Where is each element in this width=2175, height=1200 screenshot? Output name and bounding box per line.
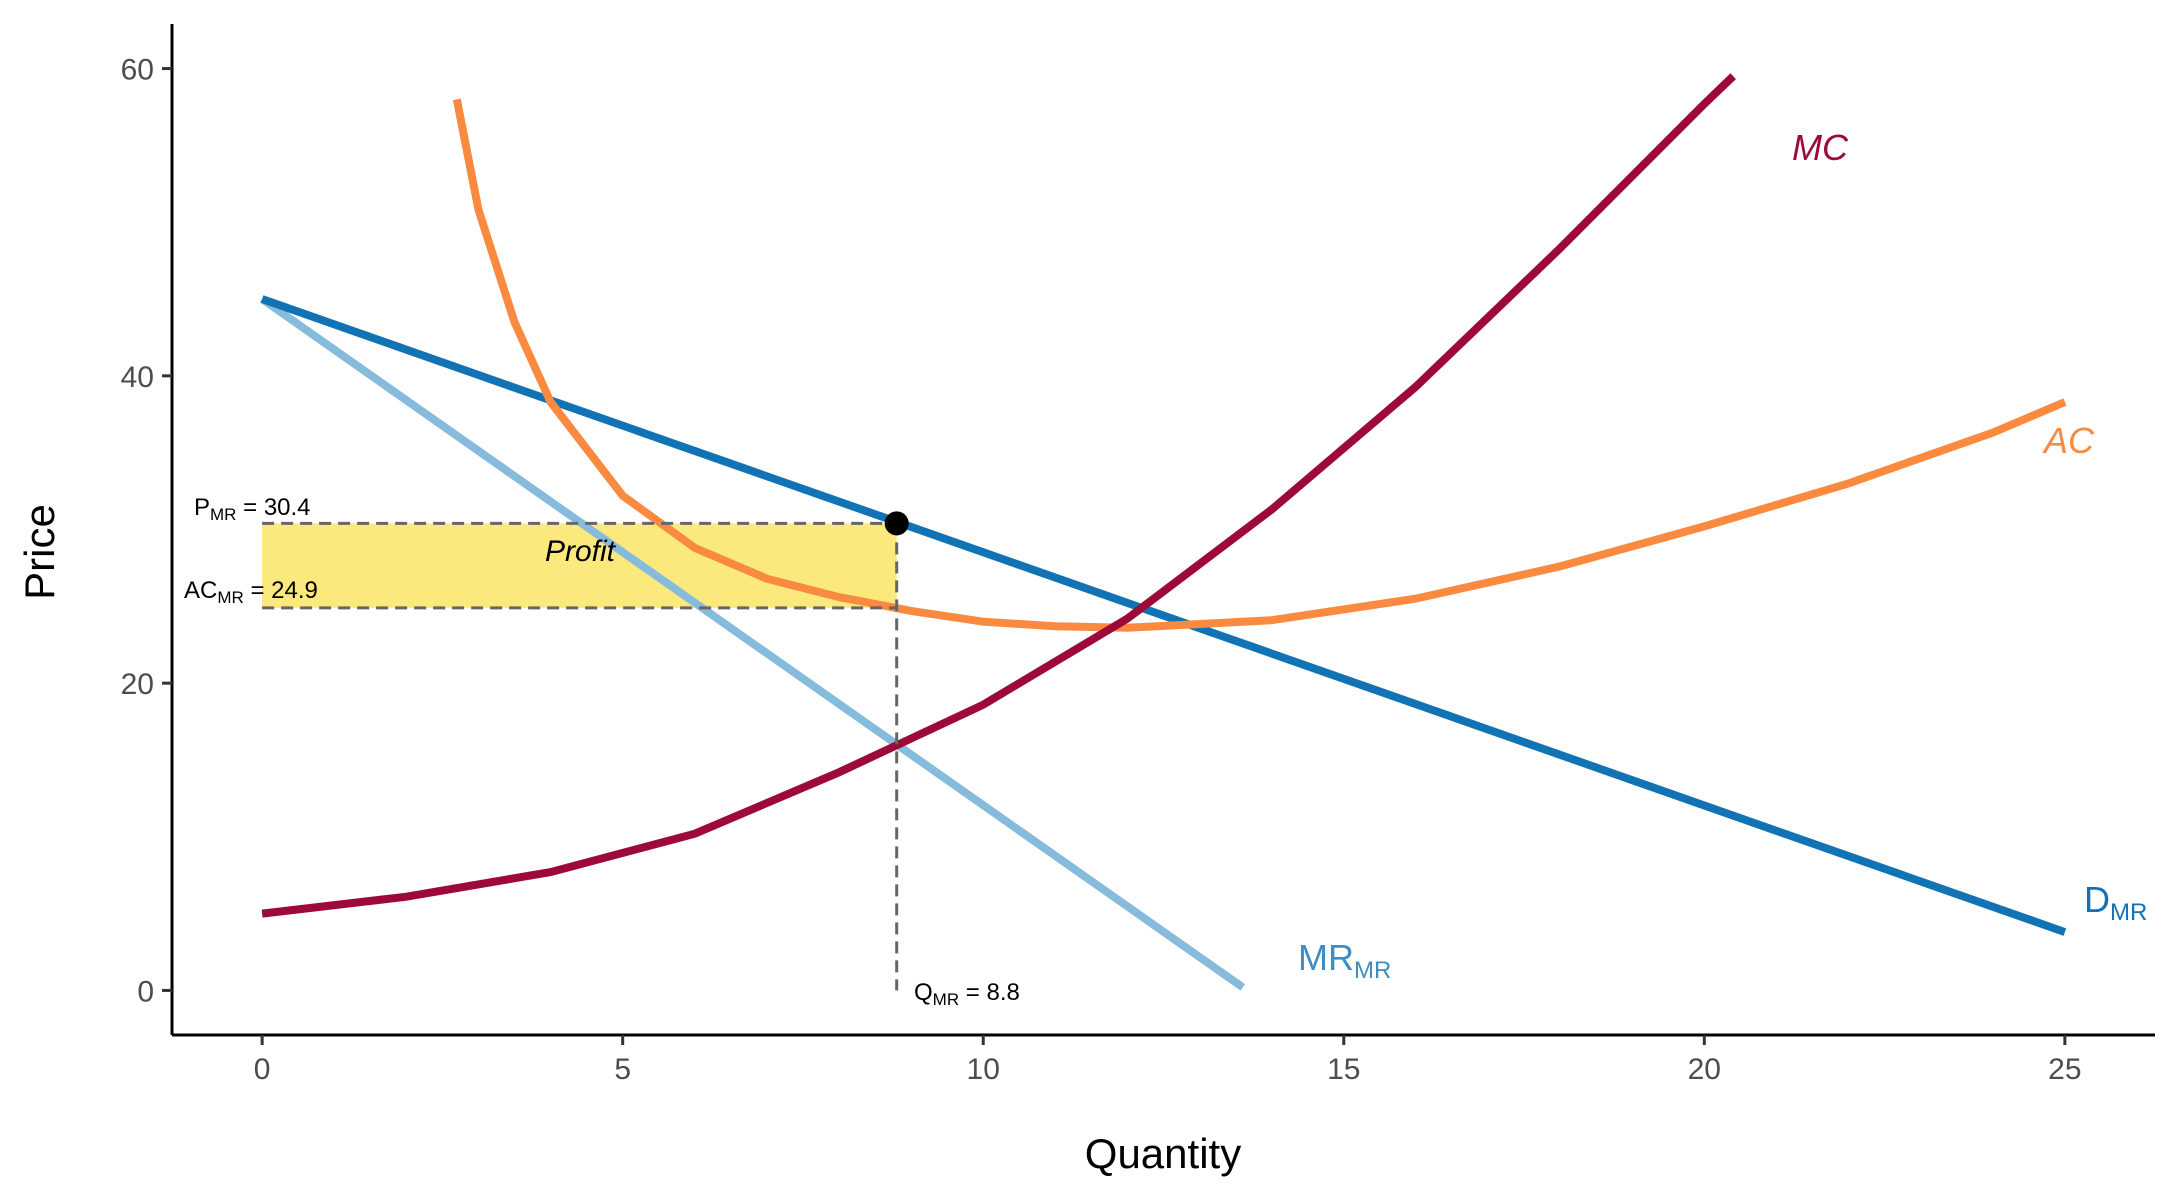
mc-label: MC [1792, 127, 1849, 168]
p-annotation-main: P [194, 494, 210, 521]
mc-curve [261, 73, 1736, 918]
y-tick-label: 0 [137, 975, 154, 1008]
x-tick-label: 25 [2048, 1053, 2081, 1086]
x-tick-label: 0 [254, 1053, 271, 1086]
profit-label: Profit [545, 535, 617, 568]
p-annotation: PMR = 30.4 [194, 494, 311, 524]
ac-curve [452, 98, 2067, 632]
demand-label-main: D [2084, 879, 2110, 920]
ac-label: AC [2042, 420, 2095, 461]
ac-annotation: ACMR = 24.9 [184, 577, 318, 607]
y-tick-label: 60 [121, 54, 154, 87]
mr-label-main: MR [1298, 937, 1354, 978]
y-axis-ticks: 0 20 40 60 [121, 54, 172, 1008]
q-annotation: QMR = 8.8 [914, 979, 1020, 1009]
demand-label-sub: MR [2110, 899, 2147, 926]
optimum-point [884, 511, 909, 536]
x-tick-label: 10 [967, 1053, 1000, 1086]
p-annotation-sub: MR [210, 505, 236, 524]
x-axis-title: Quantity [1085, 1130, 1241, 1177]
mr-label: MRMR [1298, 937, 1391, 984]
p-annotation-value: = 30.4 [236, 494, 310, 521]
ac-annotation-sub: MR [217, 588, 243, 607]
y-tick-label: 40 [121, 361, 154, 394]
q-annotation-main: Q [914, 979, 933, 1006]
x-tick-label: 5 [614, 1053, 631, 1086]
demand-label: DMR [2084, 879, 2147, 926]
mr-label-sub: MR [1354, 957, 1391, 984]
q-annotation-value: = 8.8 [959, 979, 1020, 1006]
x-tick-label: 15 [1327, 1053, 1360, 1086]
y-tick-label: 20 [121, 668, 154, 701]
mr-curve [259, 295, 1246, 991]
y-axis-title: Price [16, 504, 63, 600]
ac-annotation-value: = 24.9 [244, 577, 318, 604]
x-tick-label: 20 [1688, 1053, 1721, 1086]
ac-annotation-main: AC [184, 577, 217, 604]
demand-curve [260, 295, 2067, 936]
profit-area [262, 523, 897, 608]
x-axis-ticks: 0 5 10 15 20 25 [254, 1035, 2082, 1086]
q-annotation-sub: MR [933, 990, 959, 1009]
